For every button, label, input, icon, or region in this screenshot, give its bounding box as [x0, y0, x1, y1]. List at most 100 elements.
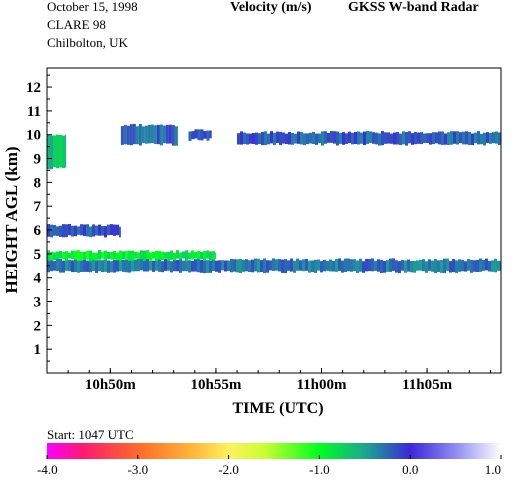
echo-cell — [426, 133, 429, 143]
echo-cell — [83, 224, 86, 236]
echo-cell — [341, 260, 344, 273]
echo-cell — [491, 260, 494, 272]
echo-cell — [449, 261, 452, 273]
echo-cell — [453, 131, 456, 144]
y-tick-label: 11 — [27, 104, 41, 120]
echo-cell — [125, 259, 128, 273]
x-axis-ticks: 10h50m 10h55m 11h00m 11h05m — [46, 368, 491, 393]
echo-cell — [483, 132, 486, 146]
echo-cell — [456, 131, 459, 145]
echo-cell — [119, 226, 121, 238]
echo-cell — [155, 260, 158, 271]
echo-cell — [86, 260, 89, 272]
echo-cell — [107, 260, 110, 273]
echo-cell — [143, 250, 146, 262]
y-tick-label: 2 — [34, 318, 42, 334]
echo-cell — [446, 258, 449, 271]
echo-cell — [402, 131, 405, 145]
echo-cell — [329, 259, 332, 272]
y-tick-label: 6 — [34, 223, 42, 239]
echo-cell — [285, 133, 288, 144]
echo-cell — [365, 258, 368, 272]
echo-cell — [152, 260, 155, 272]
echo-cell — [53, 260, 56, 271]
echo-cell — [440, 260, 443, 273]
echo-cell — [146, 258, 149, 272]
echo-cell — [131, 250, 134, 261]
echo-cell — [374, 260, 377, 271]
echo-region — [237, 131, 501, 146]
echo-cell — [267, 133, 270, 145]
echo-cell — [107, 224, 110, 236]
echo-cell — [65, 134, 66, 168]
echo-cell — [266, 260, 269, 273]
echo-cell — [300, 132, 303, 145]
echo-cell — [171, 125, 175, 146]
echo-cell — [254, 258, 257, 272]
echo-cell — [363, 131, 366, 146]
echo-cell — [369, 131, 372, 143]
echo-cell — [294, 133, 297, 144]
echo-layer — [47, 123, 501, 274]
echo-cell — [468, 131, 471, 145]
echo-cell — [314, 259, 317, 273]
echo-cell — [152, 251, 155, 259]
echo-cell — [59, 250, 62, 259]
echo-cell — [107, 252, 110, 259]
echo-cell — [65, 224, 68, 238]
echo-cell — [423, 133, 426, 143]
echo-cell — [357, 131, 360, 145]
echo-region — [188, 129, 212, 141]
echo-cell — [56, 134, 59, 169]
echo-cell — [464, 261, 467, 272]
echo-cell — [270, 131, 273, 144]
echo-cell — [248, 260, 251, 272]
colorbar-ticks: -4.0 -3.0 -2.0 -1.0 0.0 1.0 — [37, 455, 502, 477]
echo-cell — [149, 261, 152, 271]
echo-cell — [342, 132, 345, 145]
header-instrument: GKSS W-band Radar — [348, 0, 479, 15]
echo-cell — [188, 260, 191, 273]
echo-cell — [459, 132, 462, 144]
echo-cell — [422, 259, 425, 272]
echo-cell — [497, 260, 500, 271]
echo-cell — [215, 260, 218, 272]
echo-cell — [377, 259, 380, 272]
echo-cell — [353, 259, 356, 272]
x-axis-label: TIME (UTC) — [232, 400, 323, 417]
echo-cell — [147, 124, 151, 144]
echo-cell — [488, 260, 491, 272]
echo-cell — [303, 133, 306, 146]
echo-cell — [312, 131, 315, 144]
echo-cell — [339, 133, 342, 144]
echo-cell — [272, 258, 275, 271]
echo-cell — [495, 131, 498, 144]
echo-cell — [477, 131, 480, 145]
echo-cell — [407, 259, 410, 272]
echo-cell — [375, 132, 378, 145]
echo-cell — [68, 224, 71, 236]
echo-cell — [68, 252, 71, 259]
echo-cell — [332, 260, 335, 272]
echo-cell — [351, 132, 354, 145]
echo-cell — [297, 131, 300, 144]
echo-cell — [165, 125, 169, 144]
echo-cell — [50, 135, 53, 170]
echo-cell — [243, 132, 246, 145]
echo-cell — [309, 132, 312, 144]
echo-cell — [236, 259, 239, 273]
echo-cell — [261, 131, 264, 146]
echo-cell — [101, 226, 104, 236]
echo-cell — [479, 258, 482, 272]
echo-cell — [246, 133, 249, 145]
echo-cell — [287, 260, 290, 271]
echo-cell — [122, 251, 125, 259]
echo-cell — [98, 250, 101, 260]
echo-cell — [323, 259, 326, 272]
echo-cell — [257, 258, 260, 273]
echo-cell — [237, 133, 240, 145]
echo-cell — [305, 258, 308, 271]
echo-cell — [167, 259, 170, 271]
header-campaign: CLARE 98 — [47, 17, 106, 32]
echo-cell — [417, 132, 420, 144]
